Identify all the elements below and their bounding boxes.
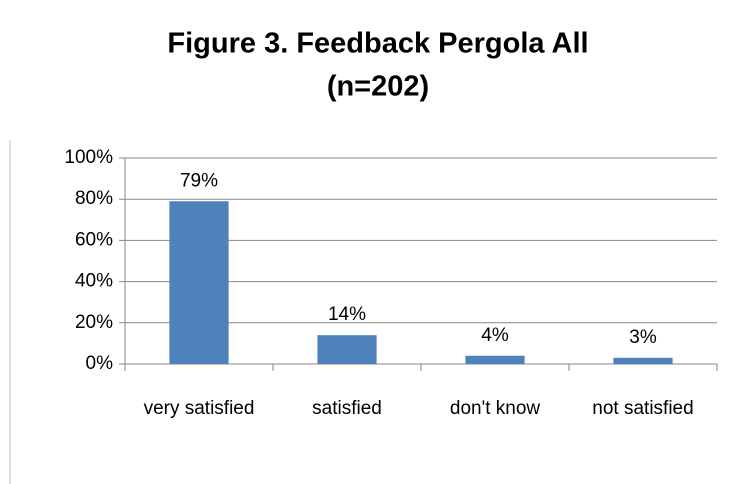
bar <box>317 335 377 364</box>
y-tick-label: 40% <box>75 271 113 292</box>
chart-title: Figure 3. Feedback Pergola All <box>167 28 588 60</box>
chart-title: (n=202) <box>327 71 429 103</box>
bar <box>169 201 229 364</box>
data-label: 14% <box>328 304 366 325</box>
x-tick-label: very satisfied <box>144 398 255 419</box>
y-tick-label: 100% <box>64 147 113 168</box>
y-tick-label: 80% <box>75 188 113 209</box>
x-tick-label: don't know <box>450 398 541 419</box>
data-label: 3% <box>629 327 657 348</box>
y-tick-label: 20% <box>75 312 113 333</box>
y-tick-label: 0% <box>86 353 114 374</box>
data-label: 79% <box>180 170 218 191</box>
data-label: 4% <box>481 325 509 346</box>
x-tick-label: not satisfied <box>592 398 693 419</box>
y-tick-label: 60% <box>75 229 113 250</box>
bar <box>613 357 673 364</box>
bar <box>465 355 525 364</box>
x-tick-label: satisfied <box>312 398 382 419</box>
